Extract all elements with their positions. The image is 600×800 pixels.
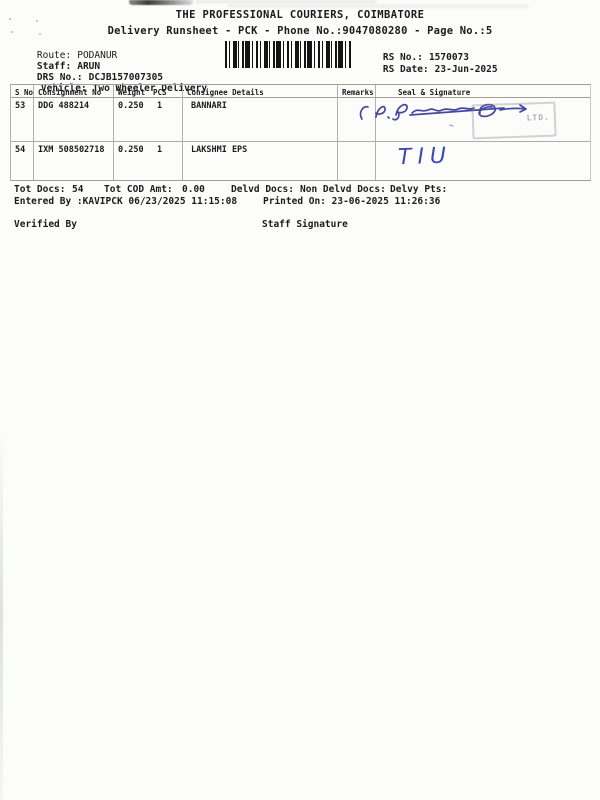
runsheet-table: S No Consignment No Weight PCS Consignee…: [10, 84, 591, 181]
delvd-docs-label: Delvd Docs:: [231, 184, 294, 195]
vehicle-line: Vehicle: Two Wheeler Delivery: [18, 72, 207, 105]
non-delvd-docs-label: Non Delvd Docs:: [300, 184, 386, 195]
staff-value: ARUN: [77, 61, 101, 72]
entered-by-line: Entered By :KAVIPCK 06/23/2025 11:15:08: [14, 196, 238, 207]
tot-docs-value: 54: [72, 184, 84, 195]
runsheet-subtitle: Delivery Runsheet - PCK - Phone No.:9047…: [107, 25, 493, 37]
scan-speck: [36, 20, 38, 22]
cell-s-no: 54: [11, 142, 34, 180]
col-header-consignment-no: Consignment No: [34, 85, 114, 98]
drs-value: DCJB157007305: [88, 72, 164, 83]
barcode-icon: [225, 41, 353, 68]
tot-cod-label: Tot COD Amt:: [104, 184, 173, 195]
cell-consignee: BANNARI: [183, 98, 338, 142]
rs-date-value: 23-Jun-2025: [434, 64, 498, 75]
rs-date-label: RS Date:: [382, 64, 429, 75]
cell-s-no: 53: [11, 98, 34, 142]
scan-speck: [39, 33, 41, 35]
company-title: THE PROFESSIONAL COURIERS, COIMBATORE: [175, 9, 425, 21]
cell-consignment-no: IXM 508502718: [34, 142, 114, 180]
tot-cod-value: 0.00: [182, 184, 205, 195]
verified-by-label: Verified By: [14, 219, 77, 230]
scan-speck: [9, 18, 11, 20]
printed-on-line: Printed On: 23-06-2025 11:26:36: [263, 196, 441, 207]
route-line: Route: PODANUR: [14, 39, 117, 72]
col-header-remarks: Remarks: [338, 85, 376, 98]
vehicle-label: Vehicle:: [40, 83, 87, 94]
rs-no-value: 1570073: [428, 52, 469, 63]
col-header-s-no: S No: [11, 85, 34, 98]
rs-date-line: RS Date: 23-Jun-2025: [360, 53, 498, 86]
cell-pcs: 1: [149, 142, 183, 180]
rs-no-line: RS No.: 1570073: [360, 41, 469, 74]
handwritten-tiu-signature: TIU: [398, 143, 453, 170]
signature-scribble: [359, 103, 527, 127]
cell-weight: 0.250: [114, 98, 149, 142]
cell-consignment-no: DDG 488214: [34, 98, 114, 142]
cell-pcs: 1: [149, 98, 183, 142]
vehicle-value: Two Wheeler Delivery: [92, 83, 208, 94]
staff-label: Staff:: [36, 61, 72, 72]
delvy-pts-label: Delvy Pts:: [390, 184, 448, 195]
scan-artifact-top-smudge: [129, 0, 193, 5]
route-value: PODANUR: [77, 50, 118, 61]
tiu-text: TIU: [398, 143, 453, 170]
drs-line: DRS No.: DCJB157007305: [14, 61, 163, 94]
staff-signature-label: Staff Signature: [262, 219, 348, 230]
scan-artifact-left-edge: [0, 430, 3, 800]
staff-line: Staff: ARUN: [14, 50, 100, 83]
col-header-consignee-details: Consignee Details: [183, 85, 338, 98]
cell-seal-signature: [376, 98, 590, 142]
scan-artifact-ghost-line: [228, 4, 528, 8]
drs-label: DRS No.:: [36, 72, 83, 83]
route-label: Route:: [36, 50, 72, 61]
cell-consignee: LAKSHMI EPS: [183, 142, 338, 180]
col-header-weight: Weight: [114, 85, 149, 98]
scan-artifact-top-streak: [196, 0, 376, 3]
company-stamp: LTD.: [471, 101, 557, 140]
col-header-pcs: PCS: [149, 85, 183, 98]
cell-remarks: [338, 142, 376, 180]
stamp-text: LTD.: [526, 112, 551, 123]
cell-remarks: [338, 98, 376, 142]
col-header-seal-signature: Seal & Signature: [376, 85, 590, 98]
rs-no-label: RS No.:: [382, 52, 423, 63]
scan-speck: [11, 31, 13, 33]
tot-docs-label: Tot Docs:: [14, 184, 66, 195]
cell-weight: 0.250: [118, 145, 144, 155]
